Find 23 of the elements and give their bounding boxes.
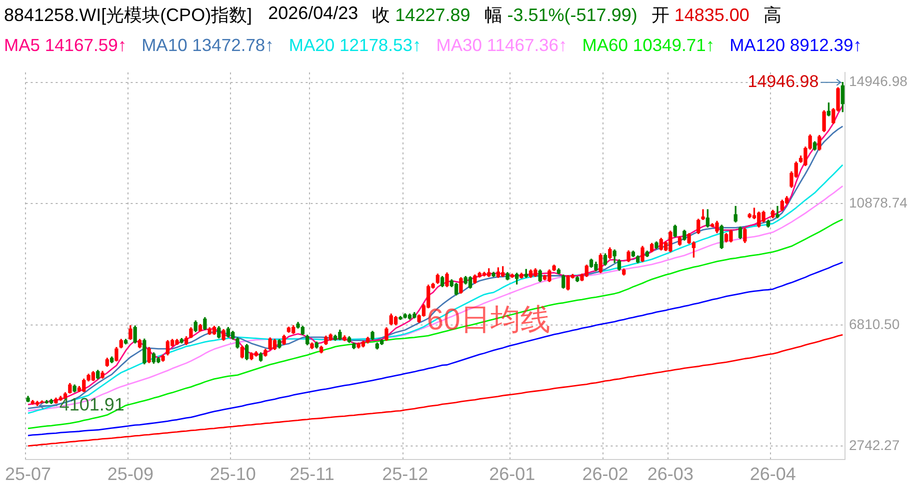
x-tick-label: 26-01 <box>489 464 536 484</box>
x-tick-label: 25-11 <box>290 464 334 484</box>
text: MA120 8912.39↑ <box>730 34 862 56</box>
x-tick-label: 25-12 <box>382 464 428 484</box>
x-tick-label: 26-03 <box>647 464 694 484</box>
y-tick-label: 2742.27 <box>849 437 900 454</box>
text: MA5 14167.59↑ <box>4 34 127 56</box>
y-tick-label: 6810.50 <box>849 316 900 332</box>
chart-title: 8841258.WI[光模块(CPO)指数] <box>4 4 252 27</box>
text: MA30 11467.36↑ <box>436 34 568 56</box>
x-tick-label: 25-07 <box>4 464 52 484</box>
annotation: 14946.98 <box>748 72 819 92</box>
text: MA60 10349.71↑ <box>582 34 715 56</box>
x-tick-label: 26-02 <box>582 464 628 484</box>
x-tick-label: 26-04 <box>750 464 796 484</box>
candlestick <box>701 209 705 220</box>
x-tick-label: 25-10 <box>210 464 256 484</box>
y-tick-label: 14946.98 <box>849 73 908 90</box>
text: MA10 13472.78↑ <box>142 34 274 56</box>
y-tick-label: 10878.74 <box>849 194 908 210</box>
chart-subtitle: 2026/04/23 收 14227.89 幅 -3.51%(-517.99) 开 14835.00 高 <box>268 3 782 27</box>
text: MA20 12178.53↑ <box>288 34 422 56</box>
x-tick-label: 25-09 <box>107 464 154 484</box>
